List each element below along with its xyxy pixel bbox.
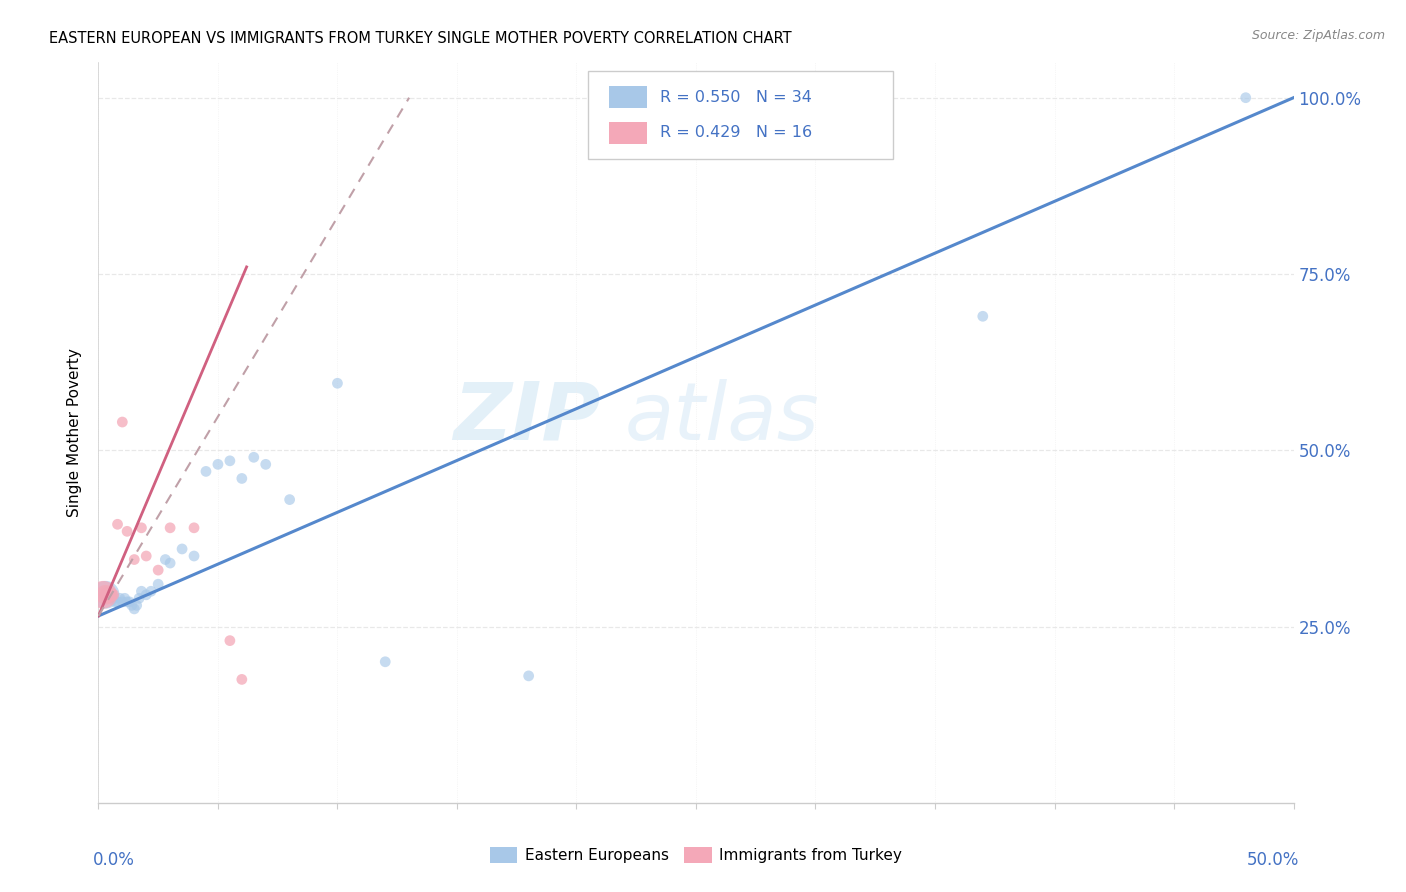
Point	[121, 599, 143, 613]
Point	[101, 588, 124, 602]
Point	[172, 541, 194, 556]
Point	[1234, 91, 1257, 105]
Point	[135, 588, 157, 602]
Point	[517, 669, 540, 683]
Point	[278, 492, 301, 507]
Point	[107, 595, 129, 609]
Point	[155, 552, 177, 566]
Point	[94, 588, 117, 602]
Point	[374, 655, 396, 669]
Point	[207, 458, 229, 472]
Point	[97, 588, 120, 602]
Point	[183, 521, 205, 535]
Point	[114, 591, 136, 606]
Text: R = 0.429   N = 16: R = 0.429 N = 16	[661, 125, 813, 140]
Point	[219, 633, 242, 648]
Point	[111, 595, 134, 609]
Text: EASTERN EUROPEAN VS IMMIGRANTS FROM TURKEY SINGLE MOTHER POVERTY CORRELATION CHA: EASTERN EUROPEAN VS IMMIGRANTS FROM TURK…	[49, 31, 792, 46]
Legend: Eastern Europeans, Immigrants from Turkey: Eastern Europeans, Immigrants from Turke…	[484, 841, 908, 869]
Point	[254, 458, 277, 472]
Point	[115, 595, 138, 609]
Text: 0.0%: 0.0%	[93, 851, 135, 869]
Point	[159, 556, 181, 570]
Text: Source: ZipAtlas.com: Source: ZipAtlas.com	[1251, 29, 1385, 42]
Point	[94, 588, 117, 602]
Point	[125, 599, 148, 613]
Point	[104, 595, 127, 609]
Point	[98, 588, 122, 602]
Point	[219, 454, 242, 468]
Bar	[609, 87, 647, 108]
Point	[326, 376, 349, 391]
Text: 50.0%: 50.0%	[1247, 851, 1299, 869]
Point	[131, 584, 153, 599]
Text: ZIP: ZIP	[453, 379, 600, 457]
Point	[101, 591, 124, 606]
Point	[128, 591, 150, 606]
Point	[124, 602, 146, 616]
Point	[159, 521, 181, 535]
Point	[118, 595, 141, 609]
Bar	[609, 121, 647, 144]
Point	[183, 549, 205, 563]
FancyBboxPatch shape	[589, 71, 893, 159]
Point	[243, 450, 266, 465]
Point	[91, 588, 114, 602]
Point	[107, 517, 129, 532]
Point	[98, 588, 122, 602]
Point	[124, 552, 146, 566]
Point	[108, 591, 131, 606]
Point	[195, 464, 218, 478]
Y-axis label: Single Mother Poverty: Single Mother Poverty	[67, 348, 83, 517]
Point	[135, 549, 157, 563]
Point	[115, 524, 138, 539]
Point	[148, 577, 170, 591]
Point	[148, 563, 170, 577]
Text: atlas: atlas	[624, 379, 820, 457]
Point	[231, 673, 253, 687]
Point	[131, 521, 153, 535]
Point	[972, 310, 994, 324]
Point	[231, 471, 253, 485]
Point	[139, 584, 162, 599]
Text: R = 0.550   N = 34: R = 0.550 N = 34	[661, 90, 813, 104]
Point	[111, 415, 134, 429]
